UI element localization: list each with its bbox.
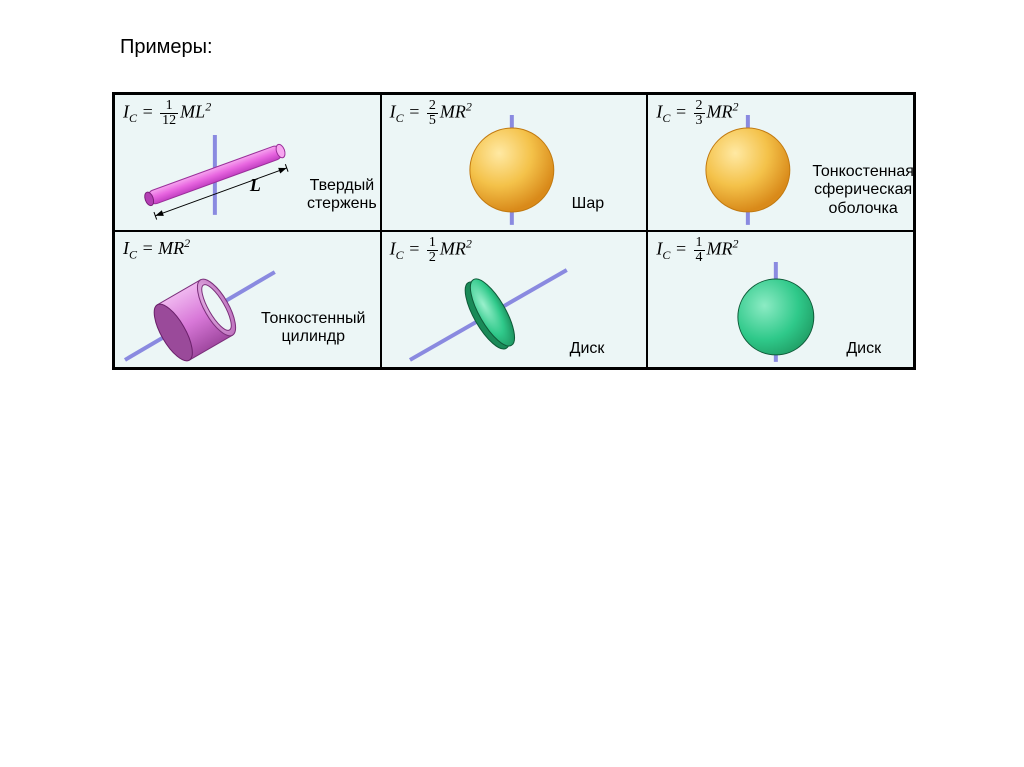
dim-label-L: L bbox=[249, 175, 261, 195]
label-disk-oblique: Диск bbox=[570, 340, 605, 358]
disk-oblique-diagram bbox=[382, 232, 647, 367]
cell-cylinder: IC = MR2 Тонкостенн bbox=[114, 231, 381, 368]
cell-disk-front: IC = 14MR2 Диск bbox=[647, 231, 914, 368]
label-disk-front: Диск bbox=[846, 340, 881, 358]
sphere-shape bbox=[470, 128, 554, 212]
disk-front-shape bbox=[738, 279, 814, 355]
cell-sphere: IC = 25MR2 Шар bbox=[381, 94, 648, 231]
cell-rod: IC = 112ML2 bbox=[114, 94, 381, 231]
page-title: Примеры: bbox=[120, 36, 213, 59]
label-sphere: Шар bbox=[572, 195, 604, 213]
sphere-diagram bbox=[382, 95, 647, 230]
sphshell-shape bbox=[706, 128, 790, 212]
inertia-grid: IC = 112ML2 bbox=[112, 92, 916, 370]
label-sphshell: Тонкостеннаясферическаяоболочка bbox=[812, 163, 914, 218]
label-cylinder: Тонкостенныйцилиндр bbox=[261, 310, 366, 347]
label-rod: Твердыйстержень bbox=[307, 177, 377, 214]
cell-disk-oblique: IC = 12MR2 Диск bbox=[381, 231, 648, 368]
cell-sphshell: IC = 23MR2 Тонкостеннаясферическаяоболоч… bbox=[647, 94, 914, 231]
